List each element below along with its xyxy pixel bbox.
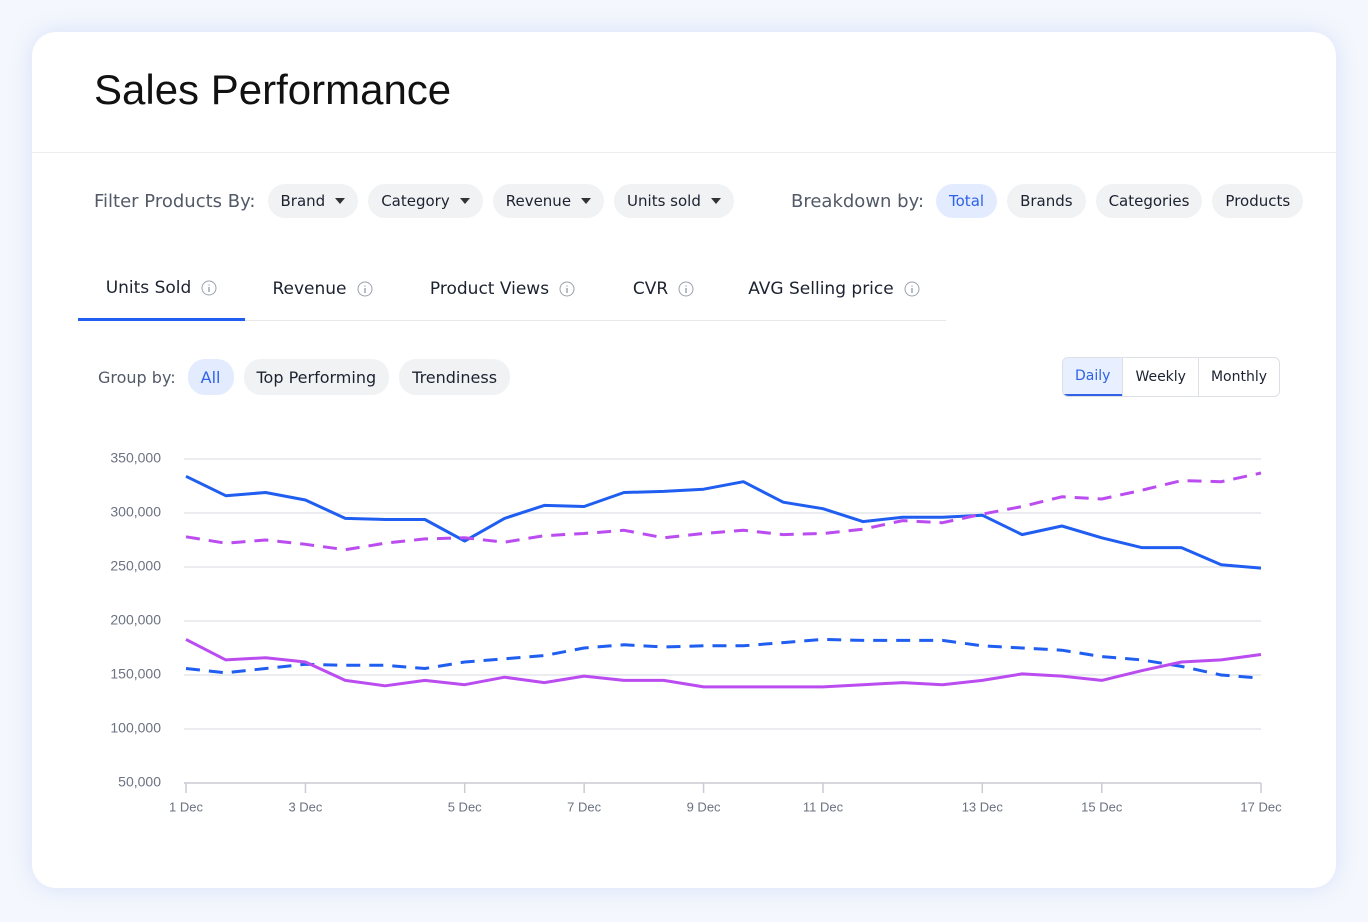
x-tick-label: 5 Dec xyxy=(448,799,482,814)
tab-text: Revenue xyxy=(272,279,347,299)
series-line xyxy=(185,471,1262,552)
tab[interactable]: Product Views xyxy=(400,258,605,321)
chip-text: Brand xyxy=(280,192,326,210)
card xyxy=(32,32,1336,888)
x-tick-label: 3 Dec xyxy=(288,799,322,814)
chip-text: Units sold xyxy=(627,192,701,210)
group-chip[interactable]: Top Performing xyxy=(243,359,390,395)
filter-chip[interactable]: Revenue xyxy=(492,184,605,218)
breakdown-chip[interactable]: Total xyxy=(936,184,998,218)
tab[interactable]: AVG Selling price xyxy=(722,258,946,321)
filter-chip[interactable]: Category xyxy=(368,184,483,218)
info-icon xyxy=(559,281,575,297)
page-title: Sales Performance xyxy=(94,66,452,113)
filter-label: Filter Products By: xyxy=(94,190,256,212)
divider xyxy=(32,152,1336,153)
caret xyxy=(710,198,721,204)
period-option[interactable]: Daily xyxy=(1063,358,1123,396)
x-tick-label: 15 Dec xyxy=(1081,799,1123,814)
breakdown-chip[interactable]: Products xyxy=(1212,184,1304,218)
x-tick-label: 1 Dec xyxy=(169,799,203,814)
group-chip[interactable]: Trendiness xyxy=(399,359,511,395)
x-tick-label: 11 Dec xyxy=(803,799,844,814)
tab[interactable]: CVR xyxy=(605,258,722,321)
group-label: Group by: xyxy=(98,367,176,387)
breakdown-chip[interactable]: Brands xyxy=(1007,184,1086,218)
x-tick-label: 17 Dec xyxy=(1240,799,1282,814)
y-tick-label: 200,000 xyxy=(110,612,161,628)
breakdown-row: Breakdown by: Total Brands Categories Pr… xyxy=(791,184,1304,218)
y-tick-label: 300,000 xyxy=(110,504,161,520)
tab-text: AVG Selling price xyxy=(748,279,894,299)
tab-text: CVR xyxy=(632,279,669,299)
series-line xyxy=(185,474,1262,570)
caret xyxy=(335,198,346,204)
tabs: Units Sold Revenue Product Views CVR AVG… xyxy=(78,258,946,321)
x-tick-label: 9 Dec xyxy=(687,799,721,814)
chart: 50,000 100,000 150,000 200,000 250,000 300,00… xyxy=(110,450,1282,815)
group-chip[interactable]: All xyxy=(187,359,234,395)
caret xyxy=(459,198,470,204)
period-option[interactable]: Weekly xyxy=(1122,358,1198,396)
breakdown-chip[interactable]: Categories xyxy=(1095,184,1203,218)
filter-chip[interactable]: Units sold xyxy=(614,184,734,218)
tab[interactable]: Revenue xyxy=(245,258,400,321)
info-icon xyxy=(357,281,373,297)
y-tick-label: 250,000 xyxy=(110,558,161,574)
series-line xyxy=(185,637,1262,680)
group-row: Group by: All Top Performing Trendiness xyxy=(98,359,511,395)
filter-row: Filter Products By: Brand Category Reven… xyxy=(94,184,734,218)
y-tick-label: 150,000 xyxy=(110,666,161,682)
period-toggle: Daily Weekly Monthly xyxy=(1062,357,1281,397)
tab-text: Product Views xyxy=(429,279,550,299)
y-tick-label: 50,000 xyxy=(118,774,161,790)
info-icon xyxy=(201,280,217,296)
tab[interactable]: Units Sold xyxy=(78,258,245,321)
y-tick-label: 100,000 xyxy=(110,720,161,736)
period-option[interactable]: Monthly xyxy=(1197,358,1279,396)
chip-text: Category xyxy=(381,192,450,210)
info-icon xyxy=(678,281,694,297)
chip-text: Revenue xyxy=(505,192,572,210)
caret xyxy=(581,198,592,204)
series-line xyxy=(185,638,1262,689)
breakdown-label: Breakdown by: xyxy=(791,190,925,212)
info-icon xyxy=(904,281,920,297)
y-tick-label: 350,000 xyxy=(110,450,161,466)
x-tick-label: 13 Dec xyxy=(962,799,1004,814)
tab-text: Units Sold xyxy=(105,278,192,298)
x-tick-label: 7 Dec xyxy=(567,799,601,814)
filter-chip[interactable]: Brand xyxy=(267,184,359,218)
